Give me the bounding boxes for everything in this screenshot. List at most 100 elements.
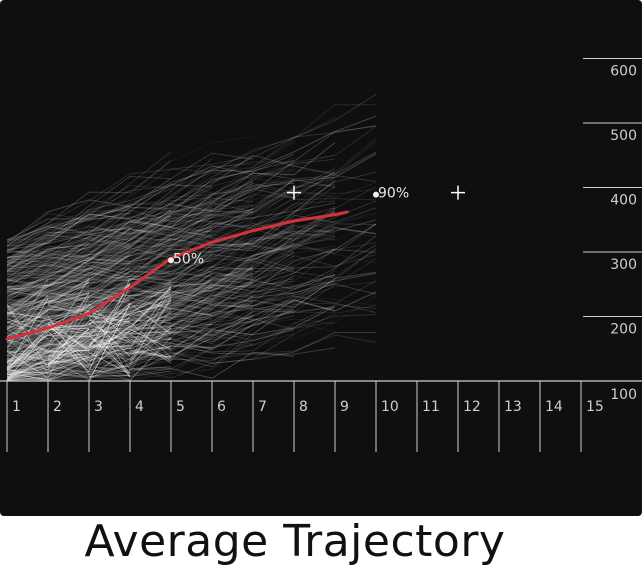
background-trajectory-line [129,321,172,358]
background-trajectory-line [47,278,90,346]
background-trajectory-line [6,232,336,354]
background-trajectory-line [6,224,172,323]
background-trajectory-line [6,330,49,381]
background-trajectory-line [47,292,90,305]
background-trajectory-line [6,295,377,381]
background-trajectory-line [6,298,131,320]
background-trajectory-line [6,181,377,298]
background-trajectory-line [6,327,172,380]
background-trajectory-line [6,221,213,283]
background-trajectory-line [6,294,172,347]
background-trajectory-line [129,349,172,358]
background-trajectory-line [6,248,377,382]
background-trajectory-line [6,168,295,259]
y-tick-label: 600 [610,64,637,80]
background-trajectory-line [6,200,336,381]
background-trajectory-line [6,125,377,287]
background-trajectory-line [6,281,213,309]
background-trajectory-line [6,290,254,347]
background-trajectory-line [6,208,254,252]
background-trajectory-line [6,261,131,335]
background-trajectory-line [129,314,172,340]
background-trajectory-line [6,229,377,307]
background-trajectory-line [6,163,295,266]
background-trajectory-line [6,215,172,265]
background-trajectory-line [6,305,49,375]
x-tick-label: 9 [340,399,349,415]
background-trajectory-line [6,205,131,241]
background-trajectory-line [6,285,90,318]
background-trajectory-line [47,337,90,361]
background-trajectory-line [6,233,213,312]
background-trajectory-line [6,228,213,262]
background-trajectory-line [6,291,377,372]
background-trajectory-line [88,323,131,343]
background-trajectory-line [6,257,295,381]
background-trajectory-line [6,203,131,241]
background-trajectory-line [6,342,90,377]
background-trajectory-line [6,333,213,366]
background-trajectory-line [6,223,295,312]
background-trajectory-line [6,248,336,360]
background-trajectory-line [6,229,254,333]
background-trajectory-line [6,94,377,297]
background-trajectory-line [47,304,90,317]
background-trajectory-line [6,151,172,254]
background-trajectory-line [129,345,172,355]
background-trajectory-line [6,271,254,362]
background-trajectory-line [88,304,131,369]
background-trajectory-line [129,366,172,370]
plus-marker-icon [287,185,301,200]
background-trajectory-line [6,325,131,362]
background-trajectory-line [6,299,90,326]
background-trajectory-line [6,309,213,356]
background-trajectory-line [6,225,336,268]
background-trajectory-line [88,318,131,324]
background-trajectory-line [6,179,295,341]
background-trajectory-line [6,247,172,271]
background-trajectory-line [6,280,90,311]
background-trajectory-line [6,270,131,315]
background-trajectory-line [6,343,90,364]
background-trajectory-line [6,322,336,381]
background-trajectory-line [6,329,295,379]
background-trajectory-line [47,324,90,329]
background-trajectory-line [129,303,172,335]
background-trajectory-line [6,303,213,351]
background-trajectory-line [6,135,254,262]
background-trajectory-line [6,334,377,378]
background-trajectory-line [6,325,49,372]
background-trajectory-line [6,285,131,348]
background-trajectory-line [6,295,377,382]
background-trajectory-line [6,273,90,281]
background-trajectory-line [6,323,172,380]
background-trajectory-line [6,191,213,317]
background-trajectory-line [6,328,49,374]
chart-title: Average Trajectory [84,516,506,567]
background-trajectory-line [6,280,377,376]
background-trajectory-line [6,284,131,316]
background-trajectory-line [6,210,336,349]
background-trajectory-line [6,319,254,364]
background-trajectory-line [6,328,49,353]
background-trajectory-line [6,291,131,331]
background-trajectory-line [6,248,131,321]
background-trajectory-line [6,322,213,380]
background-trajectory-line [6,322,131,375]
plot-background [0,0,642,516]
background-trajectory-line [6,344,49,381]
background-trajectory-line [6,330,213,379]
background-trajectory-line [6,199,213,300]
background-trajectory-line [6,163,254,253]
background-trajectory-line [6,268,131,313]
background-trajectory-line [6,223,377,369]
background-trajectory-line [6,278,295,376]
background-trajectory-line [6,290,131,316]
average-trajectory [5,210,349,341]
background-trajectory-line [6,311,49,320]
background-trajectory-line [6,265,172,310]
background-trajectory-line [6,334,49,370]
